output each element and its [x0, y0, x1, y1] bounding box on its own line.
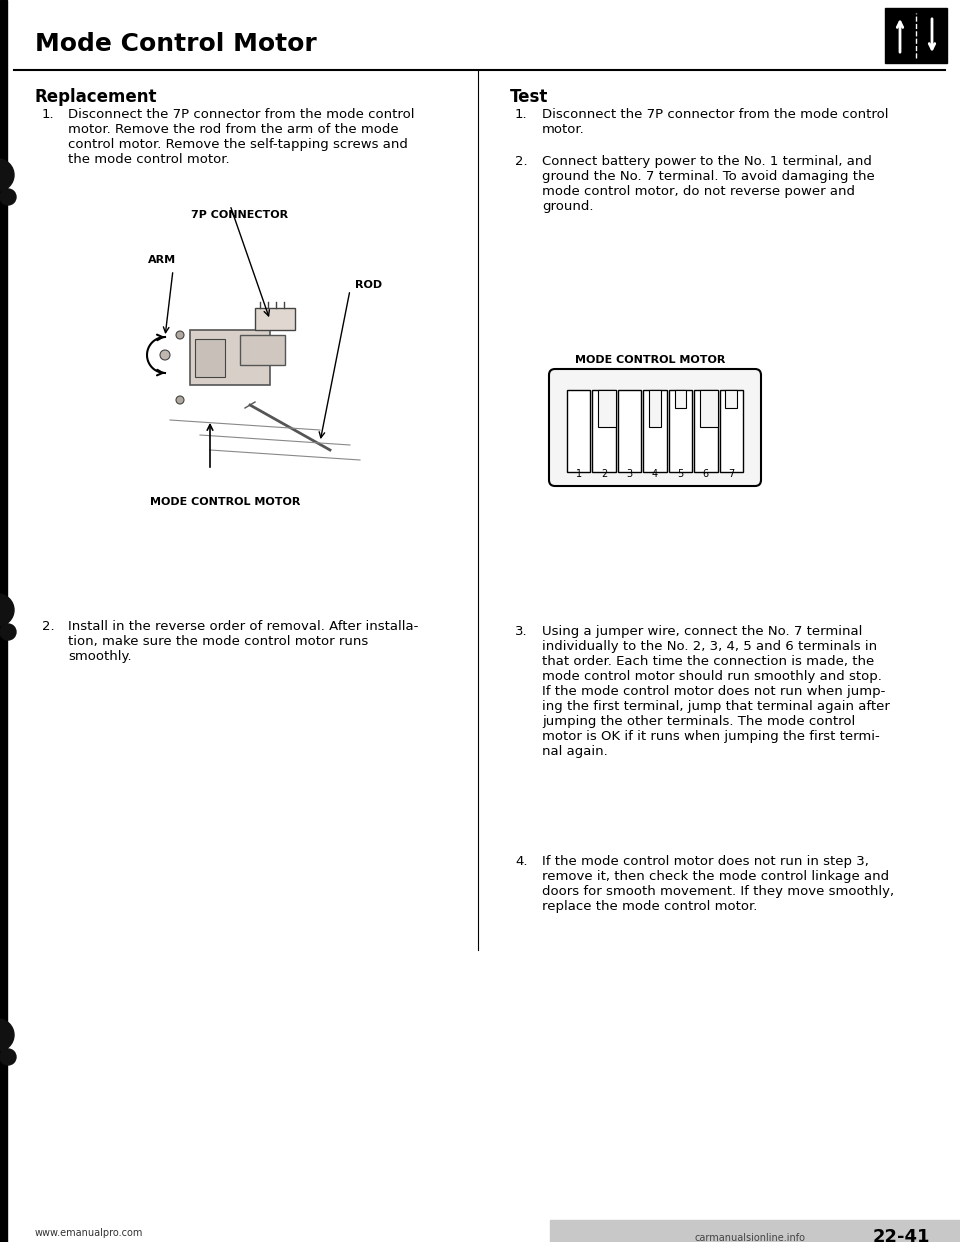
Text: Disconnect the 7P connector from the mode control
motor. Remove the rod from the: Disconnect the 7P connector from the mod… — [68, 108, 415, 166]
Bar — [0, 0, 7, 1242]
Text: Replacement: Replacement — [35, 88, 157, 106]
Bar — [618, 390, 641, 472]
Text: MODE CONTROL MOTOR: MODE CONTROL MOTOR — [575, 355, 725, 365]
Bar — [567, 390, 590, 472]
Circle shape — [0, 594, 14, 626]
Text: www.emanualpro.com: www.emanualpro.com — [35, 1228, 143, 1238]
Text: MODE CONTROL MOTOR: MODE CONTROL MOTOR — [150, 497, 300, 507]
Bar — [240, 335, 285, 365]
Bar — [720, 390, 743, 472]
Text: Test: Test — [510, 88, 548, 106]
Bar — [669, 390, 692, 472]
Bar — [700, 390, 717, 427]
Text: Install in the reverse order of removal. After installa-
tion, make sure the mod: Install in the reverse order of removal.… — [68, 620, 419, 663]
Circle shape — [176, 332, 184, 339]
Circle shape — [0, 159, 14, 191]
Circle shape — [0, 1049, 16, 1064]
Text: ARM: ARM — [148, 255, 176, 265]
Circle shape — [0, 189, 16, 205]
Bar — [592, 390, 616, 472]
Bar — [598, 390, 616, 427]
Text: ROD: ROD — [355, 279, 382, 289]
Text: 4: 4 — [652, 469, 658, 479]
Bar — [885, 7, 947, 63]
Bar — [255, 308, 295, 330]
Text: 3.: 3. — [515, 625, 528, 638]
Text: 6: 6 — [703, 469, 708, 479]
Text: 5: 5 — [678, 469, 684, 479]
Bar — [675, 390, 686, 409]
Text: 1: 1 — [576, 469, 582, 479]
Text: 1.: 1. — [42, 108, 55, 120]
Circle shape — [0, 623, 16, 640]
Circle shape — [0, 1018, 14, 1051]
Text: 4.: 4. — [515, 854, 527, 868]
Bar — [195, 339, 225, 378]
Bar — [694, 390, 717, 472]
Text: 2.: 2. — [42, 620, 55, 633]
Bar — [550, 1220, 960, 1242]
Text: carmanualsionline.info: carmanualsionline.info — [694, 1233, 805, 1242]
Bar — [190, 330, 270, 385]
Bar — [649, 390, 660, 427]
FancyBboxPatch shape — [549, 369, 761, 486]
Bar — [643, 390, 666, 472]
Text: 7P CONNECTOR: 7P CONNECTOR — [191, 210, 289, 220]
Text: Connect battery power to the No. 1 terminal, and
ground the No. 7 terminal. To a: Connect battery power to the No. 1 termi… — [542, 155, 875, 212]
Text: 2: 2 — [601, 469, 608, 479]
Text: Mode Control Motor: Mode Control Motor — [35, 32, 317, 56]
Text: 3: 3 — [627, 469, 633, 479]
Text: If the mode control motor does not run in step 3,
remove it, then check the mode: If the mode control motor does not run i… — [542, 854, 894, 913]
Text: 22-41: 22-41 — [873, 1228, 930, 1242]
Text: 2.: 2. — [515, 155, 528, 168]
Text: Using a jumper wire, connect the No. 7 terminal
individually to the No. 2, 3, 4,: Using a jumper wire, connect the No. 7 t… — [542, 625, 890, 758]
Text: 1.: 1. — [515, 108, 528, 120]
Bar — [726, 390, 737, 409]
Text: 7: 7 — [729, 469, 734, 479]
Circle shape — [160, 350, 170, 360]
Circle shape — [176, 396, 184, 404]
Text: Disconnect the 7P connector from the mode control
motor.: Disconnect the 7P connector from the mod… — [542, 108, 889, 137]
